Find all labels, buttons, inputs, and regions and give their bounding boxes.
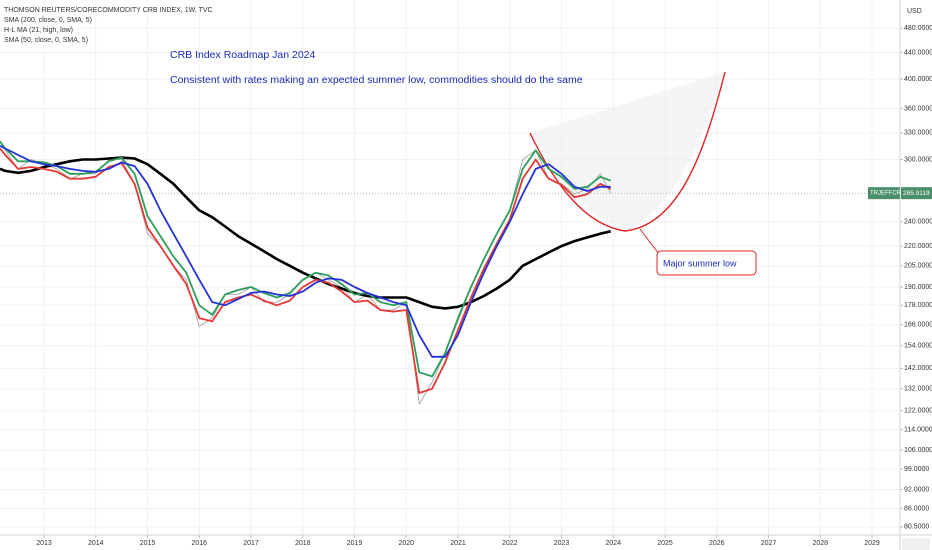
y-tick-label: 440.0000 (904, 49, 932, 56)
y-tick-label: 178.0000 (904, 302, 932, 309)
y-tick-label: 122.0000 (904, 408, 932, 415)
x-tick-label: 2027 (761, 540, 777, 547)
legend-entry: H-L MA (21, high, low) (4, 27, 73, 34)
corner-button[interactable] (902, 538, 930, 550)
x-tick-label: 2024 (605, 540, 621, 547)
y-tick-label: 114.0000 (904, 427, 932, 434)
callout-text: Major summer low (663, 258, 737, 268)
y-tick-label: 400.0000 (904, 76, 932, 83)
projection-curve (529, 71, 726, 232)
x-tick-label: 2028 (813, 540, 829, 547)
last-price-label: 265.9119 (903, 190, 930, 197)
series-line (0, 145, 611, 358)
y-tick-label: 99.0000 (904, 466, 929, 473)
symbol-tag (868, 187, 900, 200)
y-tick-label: 132.0000 (904, 386, 932, 393)
x-tick-label: 2016 (191, 540, 207, 547)
x-tick-label: 2023 (554, 540, 570, 547)
subheading: Consistent with rates making an expected… (170, 74, 583, 86)
plot (0, 140, 612, 405)
y-tick-label: 154.0000 (904, 343, 932, 350)
y-tick-label: 480.0000 (904, 25, 932, 32)
y-tick-label: 220.0000 (904, 243, 932, 250)
x-tick-label: 2014 (88, 540, 104, 547)
x-tick-label: 2018 (295, 540, 311, 547)
currency: USD (907, 8, 922, 15)
y-tick-label: 205.0000 (904, 263, 932, 270)
y-tick-label: 330.0000 (904, 130, 932, 137)
x-tick-label: 2013 (36, 540, 52, 547)
x-tick-label: 2017 (243, 540, 259, 547)
x-tick-label: 2025 (657, 540, 673, 547)
heading: CRB Index Roadmap Jan 2024 (170, 49, 315, 61)
y-tick-label: 166.0000 (904, 322, 932, 329)
x-tick-label: 2022 (502, 540, 518, 547)
y-tick-label: 80.5000 (904, 524, 929, 531)
x-tick-label: 2026 (709, 540, 725, 547)
y-tick-label: 240.0000 (904, 219, 932, 226)
y-tick-label: 86.0000 (904, 505, 929, 512)
projection-fan (530, 72, 725, 230)
last-price-tag (901, 187, 932, 200)
y-tick-label: 360.0000 (904, 105, 932, 112)
legend-entry: SMA (200, close, 0, SMA, 5) (4, 17, 92, 24)
callout-line (639, 228, 660, 255)
x-tick-label: 2019 (347, 540, 363, 547)
series-line (0, 147, 612, 394)
callout-box (656, 250, 757, 276)
y-tick-label: 106.0000 (904, 447, 932, 454)
x-tick-label: 2020 (398, 540, 414, 547)
y-tick-label: 300.0000 (904, 156, 932, 163)
grid (0, 0, 900, 535)
legend-entry: SMA (50, close, 0, SMA, 5) (4, 37, 88, 44)
symbol-label: TRJEFFCRB (870, 191, 905, 197)
series-line (0, 156, 611, 310)
chart-title: THOMSON REUTERS/CORECOMMODITY CRB INDEX,… (4, 7, 213, 14)
axes: 480.0000 440.0000 400.0000 360.0000 330.0000… (36, 25, 932, 547)
x-tick-label: 2021 (450, 540, 466, 547)
x-tick-label: 2029 (864, 540, 880, 547)
x-tick-label: 2015 (140, 540, 156, 547)
y-tick-label: 190.0000 (904, 284, 932, 291)
y-tick-label: 142.0000 (904, 365, 932, 372)
y-tick-label: 92.0000 (904, 486, 929, 493)
